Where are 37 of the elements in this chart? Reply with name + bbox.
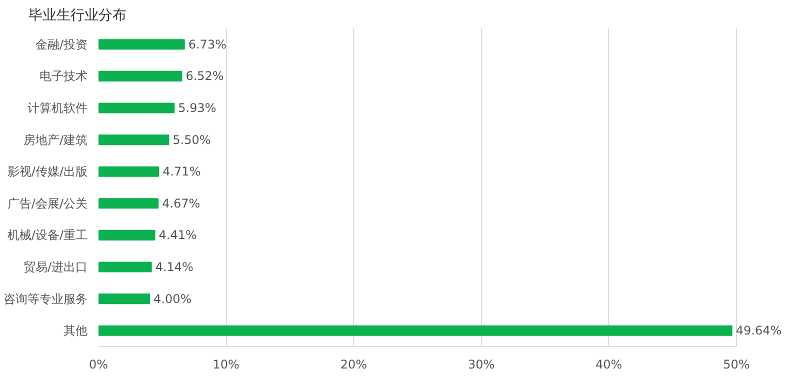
y-tick-label: 咨询等专业服务	[4, 292, 88, 306]
bar	[98, 262, 152, 272]
data-label: 4.71%	[162, 164, 201, 179]
bar	[98, 102, 175, 114]
y-tick-label: 其他	[64, 324, 88, 338]
y-tick-label: 金融/投资	[35, 37, 88, 52]
y-tick-label: 广告/会展/公关	[7, 196, 88, 210]
bar	[98, 134, 170, 146]
data-label: 49.64%	[736, 324, 782, 338]
y-tick-label: 机械/设备/重工	[7, 228, 88, 242]
x-tick-label: 20%	[340, 358, 368, 372]
bar	[98, 230, 156, 240]
data-label: 4.67%	[162, 196, 200, 210]
y-tick-label: 贸易/进出口	[23, 260, 88, 274]
data-label: 5.50%	[172, 132, 211, 147]
x-tick-label: 10%	[212, 358, 240, 372]
bar	[98, 325, 732, 336]
data-label: 6.52%	[186, 69, 224, 84]
y-tick-label: 电子技术	[40, 69, 88, 84]
bar	[98, 198, 159, 209]
bar	[98, 39, 185, 50]
x-tick-label: 0%	[88, 358, 108, 372]
chart-title: 毕业生行业分布	[28, 8, 126, 24]
data-label: 4.14%	[155, 260, 194, 274]
x-tick-label: 30%	[468, 358, 495, 372]
data-label: 6.73%	[188, 37, 226, 52]
bar	[98, 166, 160, 177]
x-tick-label: 40%	[596, 358, 622, 372]
bar	[98, 294, 150, 304]
x-tick-label: 50%	[723, 358, 750, 372]
y-tick-label: 计算机软件	[28, 101, 88, 115]
data-label: 4.41%	[158, 228, 197, 242]
y-tick-label: 房地产/建筑	[23, 132, 88, 147]
y-tick-label: 影视/传媒/出版	[7, 164, 88, 179]
data-label: 4.00%	[154, 292, 192, 306]
bar	[98, 70, 182, 82]
data-label: 5.93%	[178, 101, 216, 115]
